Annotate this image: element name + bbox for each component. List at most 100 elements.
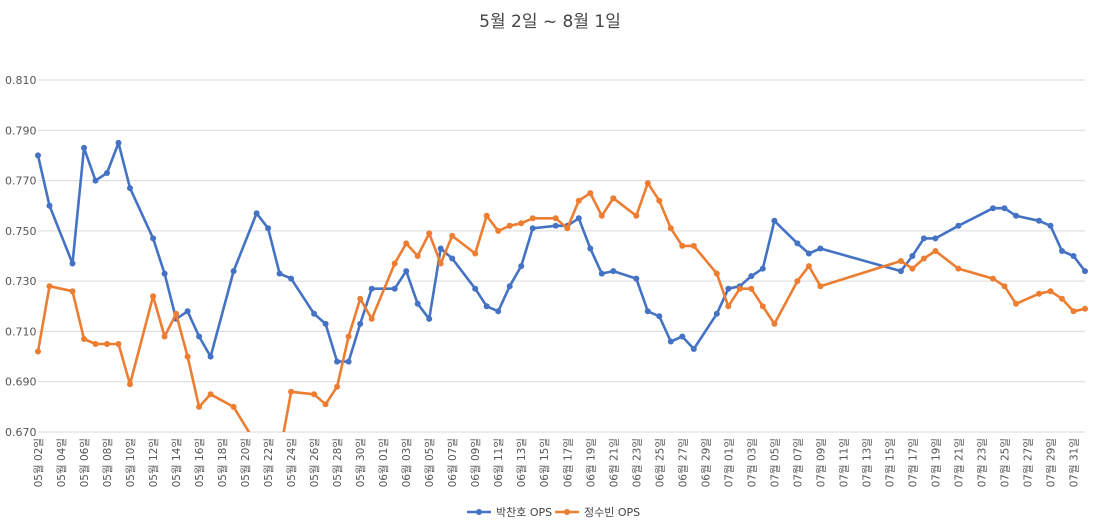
data-point [1013, 212, 1019, 219]
y-tick-label: 0.790 [5, 124, 37, 137]
data-point [679, 333, 686, 340]
data-point [368, 315, 375, 322]
y-tick-label: 0.810 [5, 74, 37, 87]
y-tick-label: 0.670 [5, 426, 37, 439]
data-point [633, 212, 640, 219]
data-point [1047, 288, 1054, 295]
series-1 [35, 139, 1088, 365]
data-point [46, 202, 53, 209]
data-point [46, 283, 53, 290]
x-tick-label: 07월 05일 [768, 438, 781, 487]
data-point [92, 177, 99, 184]
data-point [345, 333, 352, 340]
data-point [495, 308, 502, 315]
data-point [426, 315, 433, 322]
data-point [357, 295, 364, 302]
x-tick-label: 06월 29일 [699, 438, 712, 487]
data-point [207, 353, 214, 360]
x-tick-label: 05월 14일 [170, 438, 183, 487]
x-tick-label: 06월 07일 [446, 438, 459, 487]
data-point [265, 225, 272, 232]
data-point [805, 263, 812, 270]
data-point [254, 442, 260, 448]
data-point [897, 268, 904, 275]
data-point [564, 225, 571, 232]
data-point [472, 285, 479, 292]
data-point [598, 270, 605, 277]
x-tick-label: 06월 13일 [515, 438, 528, 487]
data-point [552, 215, 559, 222]
data-point [955, 265, 962, 272]
data-point [230, 268, 237, 275]
series-lines [35, 139, 1088, 458]
y-tick-label: 0.730 [5, 275, 37, 288]
data-point [713, 270, 720, 277]
data-point [759, 303, 766, 310]
data-point [161, 270, 168, 277]
x-tick-label: 07월 11일 [837, 438, 850, 487]
data-point [184, 353, 191, 360]
data-point [150, 235, 157, 242]
x-tick-label: 07월 17일 [906, 438, 919, 487]
x-tick-label: 06월 27일 [676, 438, 689, 487]
data-point [230, 403, 237, 410]
data-point [506, 222, 513, 229]
data-point [127, 185, 133, 192]
x-tick-label: 05월 04일 [55, 438, 68, 487]
series-line [36, 181, 1086, 432]
data-point [518, 263, 525, 270]
data-point [518, 220, 525, 227]
data-point [932, 248, 939, 254]
data-point [150, 293, 157, 300]
x-tick-label: 05월 06일 [78, 438, 91, 487]
data-point [196, 333, 203, 340]
data-point [598, 212, 605, 219]
x-tick-label: 05월 02일 [32, 438, 45, 487]
data-point [920, 235, 927, 242]
x-tick-label: 06월 15일 [538, 438, 551, 487]
data-point [196, 403, 203, 410]
data-point [713, 310, 720, 317]
legend-marker [564, 509, 570, 515]
series-line [36, 141, 1087, 363]
x-tick-label: 06월 09일 [469, 438, 482, 487]
data-point [909, 253, 916, 259]
data-point [667, 225, 674, 232]
data-point [644, 308, 651, 315]
data-point [322, 320, 329, 327]
data-point [587, 190, 594, 197]
data-point [1036, 290, 1042, 297]
data-point [483, 212, 490, 219]
y-tick-label: 0.710 [5, 325, 37, 338]
data-point [345, 358, 352, 365]
data-point [127, 381, 133, 388]
data-point [334, 383, 341, 390]
data-point [173, 310, 180, 317]
data-point [277, 452, 283, 458]
data-point [472, 250, 479, 257]
data-point [817, 283, 824, 290]
y-tick-label: 0.770 [5, 175, 37, 188]
data-point [1070, 253, 1077, 259]
data-point [322, 401, 329, 408]
data-point [1070, 308, 1077, 315]
legend-label: 정수빈 OPS [584, 506, 640, 519]
data-point [817, 245, 824, 252]
data-point [334, 358, 341, 365]
data-point [1013, 300, 1019, 307]
data-point [1001, 205, 1008, 212]
data-point [552, 222, 559, 229]
data-point [449, 232, 456, 239]
x-tick-label: 06월 25일 [653, 438, 666, 487]
series-2 [35, 180, 1088, 458]
x-tick-label: 07월 01일 [722, 438, 735, 487]
data-point [656, 197, 663, 204]
x-tick-label: 06월 03일 [400, 438, 413, 487]
data-point [311, 391, 318, 398]
x-tick-label: 05월 24일 [285, 438, 298, 487]
data-point [184, 308, 191, 315]
x-tick-label: 06월 21일 [607, 438, 620, 487]
data-point [644, 180, 651, 187]
data-point [115, 341, 122, 347]
x-tick-label: 07월 31일 [1067, 438, 1080, 487]
